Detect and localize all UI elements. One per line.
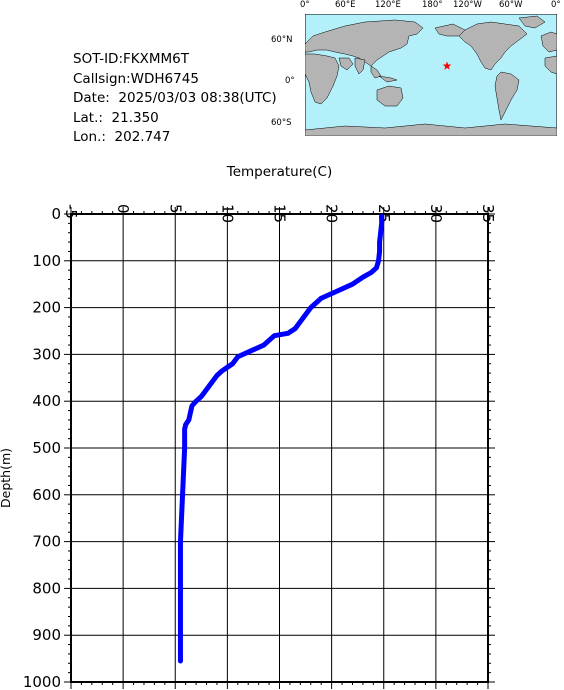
map-lon-label: 0° bbox=[551, 0, 561, 10]
landmass-africa-west bbox=[544, 55, 557, 75]
data-point bbox=[199, 394, 204, 399]
x-tick-label: 5 bbox=[166, 204, 184, 214]
data-point bbox=[379, 221, 384, 226]
y-tick-label: 500 bbox=[32, 439, 61, 457]
data-point bbox=[193, 399, 199, 404]
data-point bbox=[246, 349, 251, 355]
data-point bbox=[182, 427, 187, 432]
data-point bbox=[308, 305, 313, 310]
data-point bbox=[261, 342, 267, 348]
data-point bbox=[374, 265, 379, 271]
data-point bbox=[298, 319, 303, 324]
landmass-europe-west bbox=[540, 31, 557, 53]
x-tick-label: 0 bbox=[114, 204, 132, 214]
temperature-depth-chart: -5 0 5 10 15 20 25 30 35010020030040050060070080… bbox=[0, 164, 497, 690]
data-point bbox=[350, 282, 355, 287]
map-lon-label: 120°E bbox=[375, 0, 401, 10]
callsign-text: Callsign:WDH6745 bbox=[73, 70, 199, 87]
data-point bbox=[379, 214, 384, 219]
data-point bbox=[377, 249, 382, 254]
y-tick-label: 700 bbox=[32, 533, 61, 551]
longitude-text: Lon.: 202.747 bbox=[73, 129, 171, 146]
data-point bbox=[230, 361, 235, 366]
map-lon-label: 180° bbox=[422, 0, 443, 10]
data-point bbox=[178, 539, 183, 544]
landmass-north-america bbox=[458, 21, 528, 71]
data-point bbox=[292, 326, 298, 331]
map-lon-label: 120°W bbox=[453, 0, 482, 10]
data-point bbox=[183, 422, 188, 427]
star-icon bbox=[442, 61, 452, 70]
map-lon-label: 60°W bbox=[499, 0, 523, 10]
data-point bbox=[303, 312, 308, 317]
x-tick-label: 10 bbox=[218, 204, 236, 223]
y-tick-label: 800 bbox=[32, 579, 61, 597]
map-lon-label: 60°E bbox=[335, 0, 356, 10]
y-tick-label: 400 bbox=[32, 392, 61, 410]
data-point bbox=[214, 373, 220, 378]
y-tick-label: 300 bbox=[32, 345, 61, 363]
data-point bbox=[178, 633, 183, 638]
y-axis-title: Depth(m) bbox=[0, 448, 13, 508]
data-point bbox=[285, 331, 291, 336]
landmass-eurasia bbox=[305, 19, 424, 67]
y-tick-label: 1000 bbox=[23, 673, 61, 690]
data-point bbox=[209, 380, 214, 385]
landmass-south-america bbox=[494, 71, 520, 121]
data-point bbox=[219, 368, 225, 373]
landmass-antarctica bbox=[305, 123, 557, 136]
data-point bbox=[235, 354, 240, 359]
data-point bbox=[178, 658, 183, 664]
landmass-greenland bbox=[518, 15, 546, 29]
y-tick-label: 100 bbox=[32, 252, 61, 270]
landmass-africa bbox=[305, 53, 340, 105]
map-lat-label: 60°S bbox=[271, 118, 292, 128]
date-text: Date: 2025/03/03 08:38(UTC) bbox=[73, 90, 277, 107]
map-lat-label: 0° bbox=[285, 76, 295, 86]
x-tick-label: 15 bbox=[271, 204, 289, 223]
data-point bbox=[189, 403, 195, 409]
latitude-text: Lat.: 21.350 bbox=[73, 109, 159, 126]
sot-id-text: SOT-ID:FKXMM6T bbox=[73, 51, 189, 67]
world-map bbox=[305, 14, 557, 136]
data-point bbox=[180, 492, 185, 497]
profile-metadata: SOT-ID:FKXMM6T Callsign:WDH6745 Date: 20… bbox=[73, 50, 277, 148]
data-point bbox=[272, 333, 277, 338]
x-tick-label: 20 bbox=[323, 204, 341, 223]
x-tick-label: 30 bbox=[427, 204, 445, 223]
data-point bbox=[204, 387, 209, 392]
data-point bbox=[188, 408, 194, 413]
landmass-se-asia bbox=[370, 65, 398, 83]
data-point bbox=[369, 270, 374, 275]
data-point bbox=[319, 296, 324, 301]
landmass-arabia-india bbox=[338, 57, 366, 75]
landmass-australia bbox=[376, 85, 404, 107]
map-lat-label: 60°N bbox=[271, 35, 293, 45]
data-point bbox=[334, 289, 340, 294]
data-point bbox=[376, 258, 381, 263]
data-point bbox=[360, 274, 366, 280]
y-tick-label: 900 bbox=[32, 626, 61, 644]
y-tick-label: 600 bbox=[32, 486, 61, 504]
y-tick-label: 200 bbox=[32, 299, 61, 317]
data-point bbox=[179, 516, 184, 521]
data-point bbox=[377, 239, 382, 245]
x-tick-label: -5 bbox=[62, 204, 80, 219]
landmasses bbox=[305, 15, 557, 136]
y-tick-label: 0 bbox=[51, 205, 61, 223]
x-tick-label: 35 bbox=[479, 204, 497, 223]
data-point bbox=[181, 469, 186, 474]
data-point bbox=[378, 230, 383, 235]
location-map: 0° 60°E 120°E 180° 120°W 60°W 0° 60°N 0°… bbox=[271, 0, 561, 136]
data-point bbox=[178, 586, 183, 591]
data-point bbox=[186, 417, 192, 423]
map-lon-label: 0° bbox=[300, 0, 310, 10]
x-axis-title: Temperature(C) bbox=[226, 164, 332, 180]
data-point bbox=[182, 445, 187, 451]
